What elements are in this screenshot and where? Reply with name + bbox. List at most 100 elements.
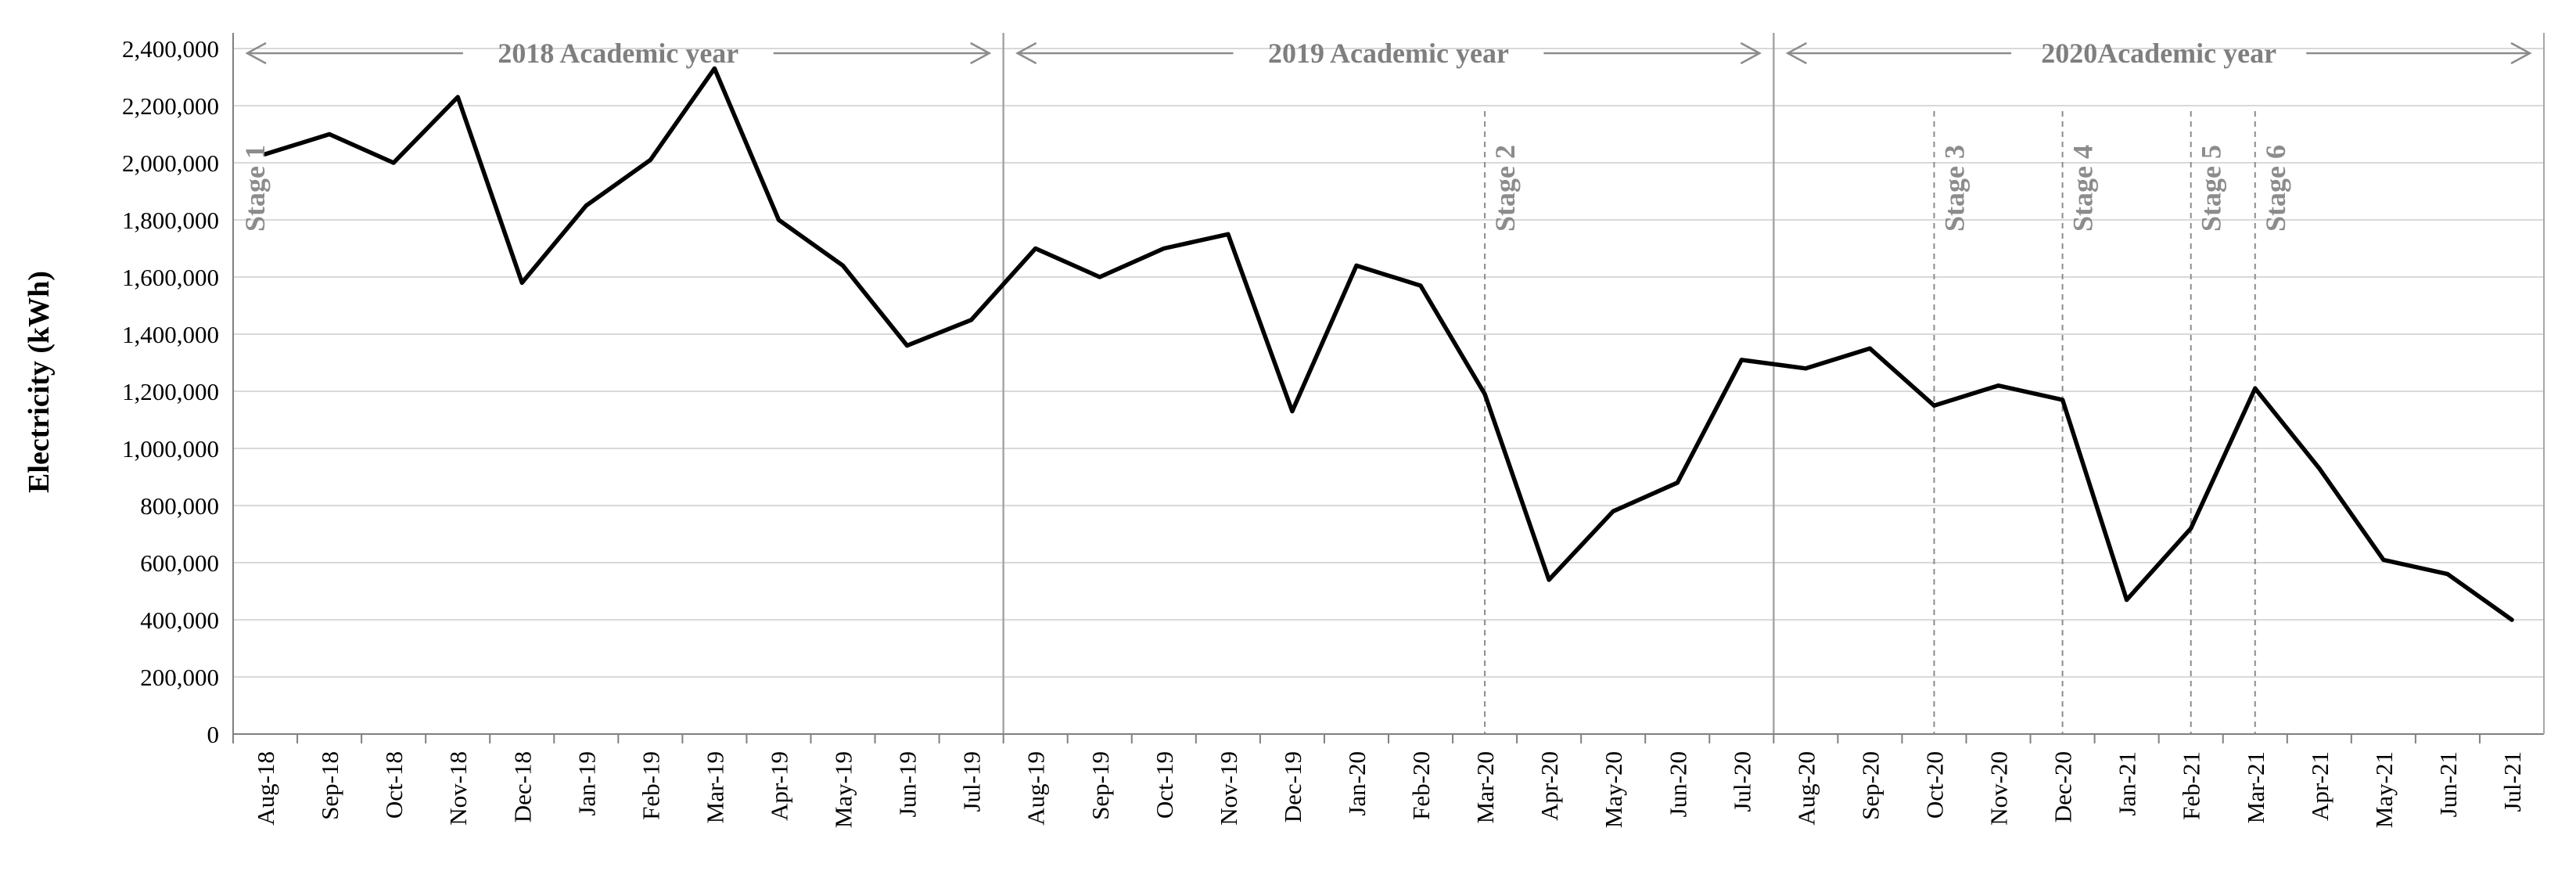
- x-tick-label: Jul-20: [1728, 751, 1755, 812]
- x-tick-label: Dec-18: [508, 751, 536, 822]
- data-point: [1611, 509, 1615, 513]
- data-point: [2445, 572, 2450, 577]
- y-tick-label: 400,000: [140, 606, 219, 634]
- y-tick-label: 1,800,000: [122, 207, 219, 234]
- x-tick-label: Dec-19: [1279, 751, 1306, 822]
- x-tick-label: Apr-19: [765, 751, 792, 821]
- stage-label: Stage 5: [2196, 145, 2227, 232]
- data-point: [1867, 346, 1873, 351]
- x-tick-label: Jun-19: [894, 751, 922, 817]
- y-tick-label: 1,600,000: [122, 264, 219, 291]
- x-tick-label: Mar-20: [1471, 751, 1499, 823]
- x-tick-label: Feb-19: [637, 751, 664, 820]
- x-tick-label: Jul-19: [958, 751, 986, 812]
- data-point: [1418, 283, 1423, 288]
- y-tick-label: 0: [207, 721, 220, 748]
- data-point: [840, 263, 846, 268]
- data-point: [2253, 386, 2258, 391]
- y-axis-tick-labels: 0 200,000 400,000 600,000 800,000 1,000,000 1,…: [122, 35, 219, 748]
- academic-year-span: 2018 Academic year: [245, 38, 992, 69]
- data-point: [1675, 480, 1680, 485]
- series-path: [263, 66, 2514, 622]
- data-point: [519, 280, 524, 285]
- academic-year-span: 2019 Academic year: [1015, 38, 1762, 69]
- x-tick-label: Jun-20: [1664, 751, 1691, 817]
- x-tick-label: Feb-21: [2178, 751, 2205, 820]
- x-tick-label: Mar-19: [701, 751, 728, 823]
- data-point: [263, 152, 268, 157]
- data-point: [969, 318, 974, 322]
- x-tick-label: Jan-19: [573, 751, 600, 816]
- academic-year-label: 2019 Academic year: [1268, 38, 1509, 69]
- data-point: [2189, 526, 2193, 531]
- span-arrow-left: [1785, 41, 1807, 65]
- data-point: [2060, 398, 2065, 402]
- data-point: [712, 66, 717, 71]
- stage-markers: [1484, 111, 2256, 734]
- stage-label: Stage 4: [2068, 145, 2099, 232]
- span-arrow-right: [2510, 41, 2532, 65]
- data-point: [2510, 617, 2514, 622]
- data-point: [1803, 366, 1808, 371]
- data-point: [1996, 383, 2001, 388]
- x-tick-label: May-20: [1600, 751, 1627, 828]
- x-tick-label: Sep-19: [1087, 751, 1114, 820]
- data-point: [904, 344, 910, 348]
- y-tick-label: 2,400,000: [122, 35, 219, 63]
- x-tick-label: Aug-19: [1022, 751, 1050, 826]
- data-point: [2125, 597, 2129, 603]
- x-tick-label: Feb-20: [1407, 751, 1435, 820]
- x-tick-label: Dec-20: [2050, 751, 2077, 822]
- y-tick-label: 2,000,000: [122, 149, 219, 177]
- y-tick-label: 800,000: [140, 492, 219, 520]
- data-point: [455, 95, 460, 99]
- data-point: [2381, 557, 2386, 562]
- x-tick-label: Jan-21: [2114, 751, 2141, 816]
- span-arrow-right: [970, 41, 992, 65]
- data-point: [776, 218, 781, 222]
- gridlines: [233, 48, 2544, 735]
- data-point: [1290, 409, 1295, 414]
- academic-year-label: 2018 Academic year: [498, 38, 738, 69]
- x-tick-label: Apr-21: [2306, 751, 2333, 821]
- x-tick-label: Sep-20: [1856, 751, 1884, 820]
- data-point: [391, 160, 396, 165]
- x-tick-label: May-19: [830, 751, 857, 828]
- span-arrow-left: [1015, 41, 1037, 65]
- data-point: [327, 131, 332, 137]
- stage-labels: Stage 1 Stage 2 Stage 3 Stage 4 Stage 5 Stage…: [239, 145, 2291, 232]
- x-axis-tick-labels: Aug-18 Sep-18 Oct-18 Nov-18 Dec-18 Jan-19 Feb-…: [232, 734, 2526, 828]
- stage-label: Stage 6: [2260, 145, 2291, 232]
- data-point: [648, 157, 652, 162]
- data-point: [1098, 275, 1102, 279]
- span-arrow-right: [1740, 41, 1762, 65]
- academic-year-label: 2020Academic year: [2041, 38, 2276, 69]
- series: [263, 66, 2514, 622]
- x-tick-label: Nov-20: [1985, 751, 2013, 826]
- year-dividers: [1002, 33, 1775, 734]
- y-tick-label: 1,400,000: [122, 321, 219, 348]
- x-tick-label: Oct-18: [380, 751, 408, 819]
- x-tick-label: Jan-20: [1343, 751, 1371, 816]
- x-tick-label: Nov-18: [444, 751, 472, 826]
- y-tick-label: 600,000: [140, 549, 219, 577]
- y-tick-label: 200,000: [140, 664, 219, 691]
- y-axis-title: Electricity (kWh): [23, 271, 56, 493]
- academic-year-span: 2020Academic year: [1785, 38, 2532, 69]
- y-tick-label: 1,200,000: [122, 378, 219, 405]
- stage-label: Stage 3: [1938, 145, 1970, 232]
- x-tick-label: Apr-20: [1536, 751, 1563, 821]
- x-tick-label: Mar-21: [2242, 751, 2269, 823]
- data-point: [1547, 578, 1551, 582]
- x-tick-label: Oct-20: [1920, 751, 1948, 819]
- x-tick-label: Nov-19: [1215, 751, 1242, 826]
- y-tick-label: 2,200,000: [122, 92, 219, 120]
- data-point: [1033, 246, 1038, 251]
- x-tick-label: Jun-21: [2434, 751, 2462, 817]
- y-tick-label: 1,000,000: [122, 435, 219, 462]
- data-point: [584, 203, 588, 208]
- x-tick-label: Aug-18: [252, 751, 279, 826]
- data-point: [1739, 358, 1744, 362]
- data-point: [1931, 403, 1937, 408]
